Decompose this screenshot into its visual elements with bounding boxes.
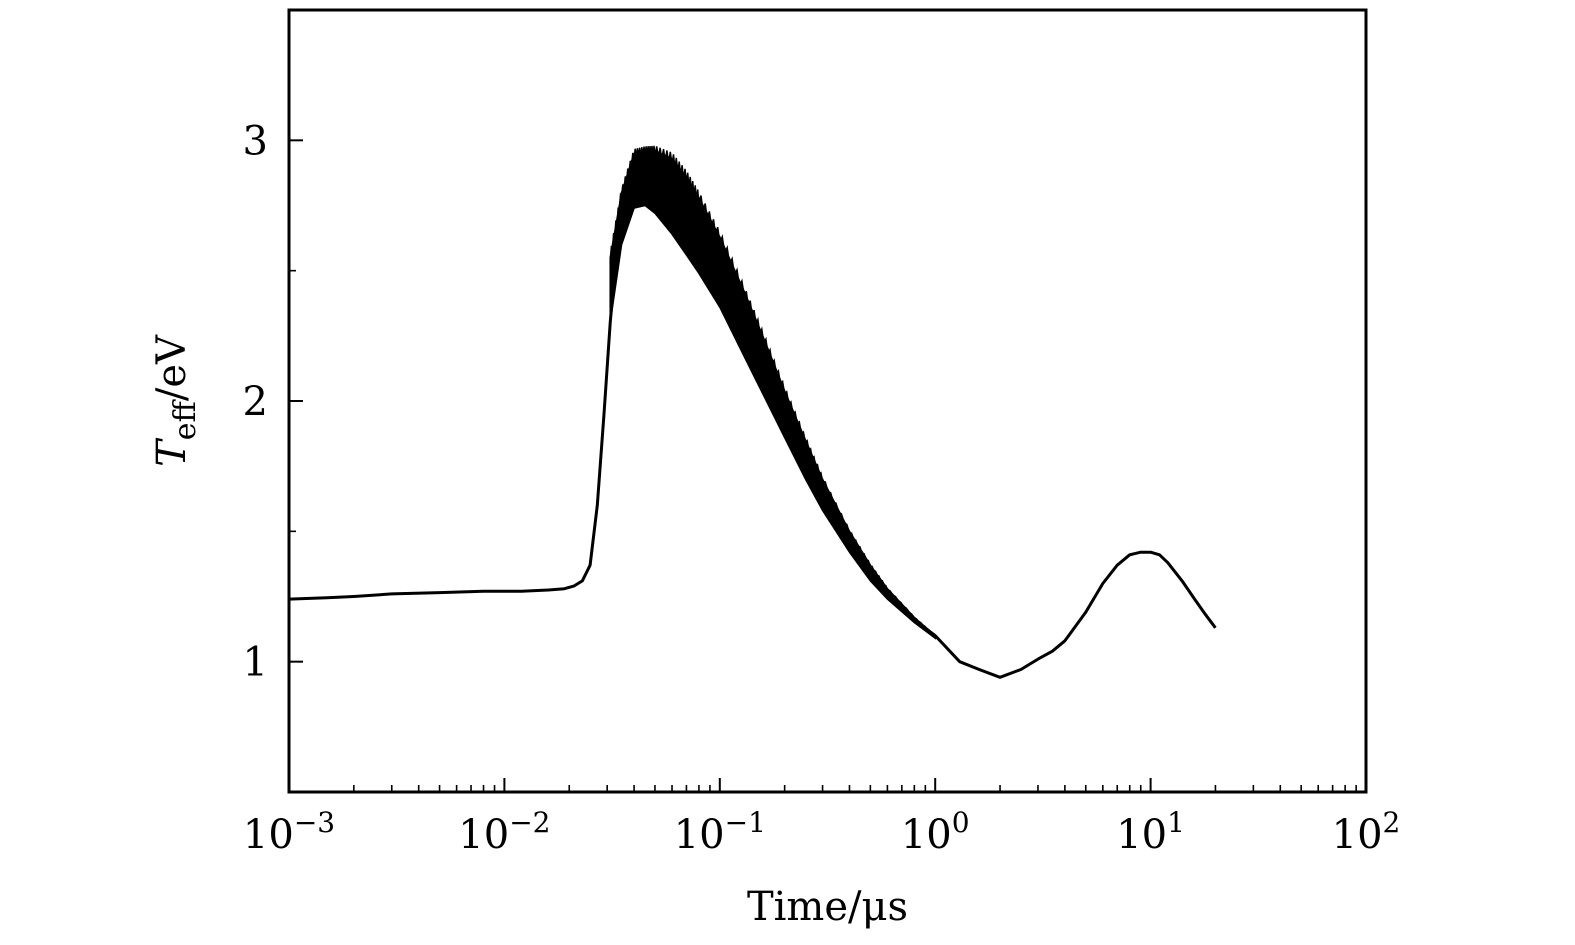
x-tick-label-base: 10: [1332, 812, 1383, 858]
x-tick-label-base: 10: [458, 812, 509, 858]
y-axis-label-unit: /eV: [149, 334, 195, 401]
x-tick-label-exponent: 2: [1383, 806, 1401, 839]
x-tick-label-base: 10: [674, 812, 725, 858]
x-tick-label: 102: [1332, 806, 1401, 858]
axis-ticks: [288, 139, 1367, 792]
x-tick-label-exponent: −3: [294, 806, 335, 839]
x-tick-label-exponent: 0: [952, 806, 970, 839]
x-tick-label: 100: [901, 806, 970, 858]
x-axis-label: Time/μs: [747, 884, 908, 930]
x-tick-label: 10−1: [674, 806, 766, 858]
x-tick-label: 101: [1116, 806, 1185, 858]
series-line: [288, 170, 1217, 679]
x-tick-label-exponent: −1: [725, 806, 766, 839]
x-tick-label-base: 10: [1116, 812, 1167, 858]
data-layer: [288, 145, 1217, 679]
y-axis-label-subscript: eff: [168, 398, 203, 440]
oscillation-band: [609, 150, 936, 640]
x-tick-label: 10−2: [458, 806, 550, 858]
oscillation-edge: [609, 145, 934, 635]
x-tick-label: 10−3: [243, 806, 335, 858]
x-tick-label-exponent: 1: [1167, 806, 1185, 839]
x-tick-label-exponent: −2: [509, 806, 550, 839]
y-tick-label: 2: [243, 379, 268, 425]
y-axis-label-symbol: T: [149, 437, 195, 467]
x-tick-label-base: 10: [243, 812, 294, 858]
y-tick-label: 3: [243, 118, 268, 164]
plot-frame: [287, 8, 1368, 794]
y-tick-label: 1: [243, 640, 268, 686]
y-axis-label: Teff/eV: [149, 334, 203, 467]
x-tick-label-base: 10: [901, 812, 952, 858]
